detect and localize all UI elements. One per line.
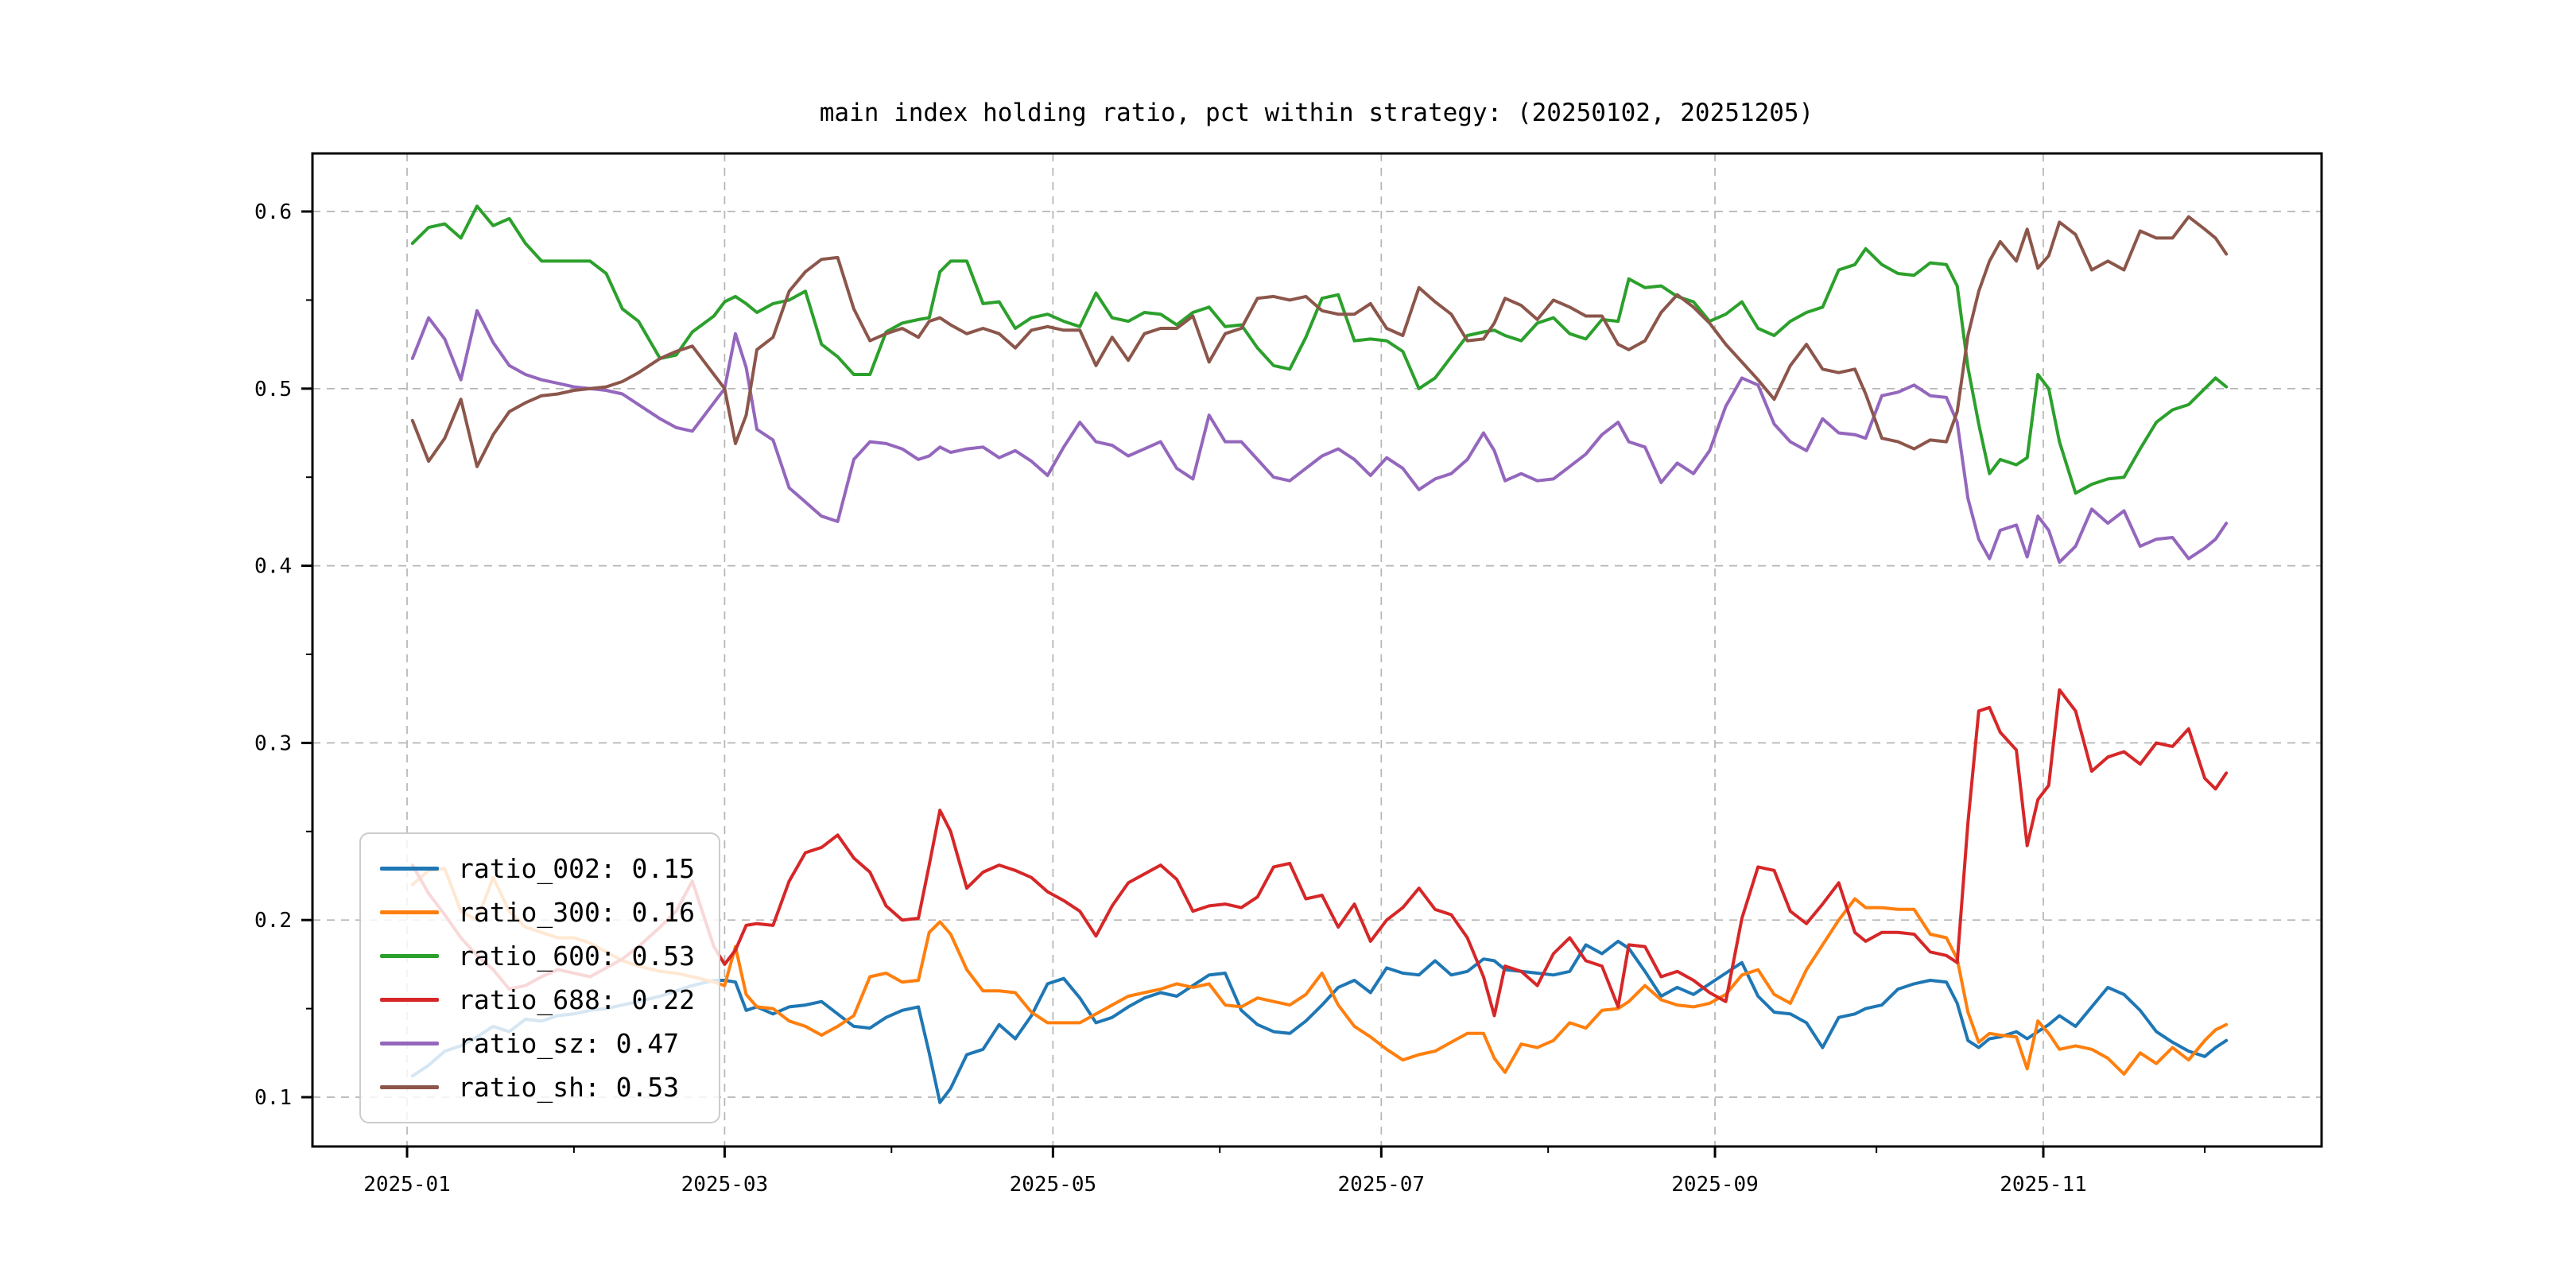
series-line-ratio_sh bbox=[410, 215, 2229, 468]
series-lines bbox=[410, 204, 2229, 1104]
series-line-ratio_600 bbox=[410, 204, 2229, 495]
x-tick-label: 2025-01 bbox=[363, 1173, 451, 1197]
series-line-ratio_sz bbox=[410, 308, 2229, 564]
legend-item-ratio_688: ratio_688: 0.22 bbox=[380, 978, 695, 1022]
x-tick-label: 2025-03 bbox=[681, 1173, 769, 1197]
series-line-ratio_688 bbox=[410, 688, 2229, 1018]
legend-swatch-ratio_300 bbox=[380, 910, 439, 914]
y-tick-label: 0.2 bbox=[254, 909, 292, 933]
legend-label-ratio_sh: ratio_sh: 0.53 bbox=[458, 1072, 680, 1103]
axes bbox=[301, 152, 2323, 1158]
y-tick-label: 0.6 bbox=[254, 200, 292, 224]
legend-label-ratio_002: ratio_002: 0.15 bbox=[458, 853, 696, 884]
legend-item-ratio_sz: ratio_sz: 0.47 bbox=[380, 1022, 695, 1065]
legend-item-ratio_300: ratio_300: 0.16 bbox=[380, 890, 695, 934]
legend-item-ratio_002: ratio_002: 0.15 bbox=[380, 847, 695, 890]
tick-labels: 2025-01 2025-03 2025-05 2025-07 2025-09 2025-… bbox=[254, 200, 2087, 1197]
legend-swatch-ratio_sh bbox=[380, 1085, 439, 1089]
legend-swatch-ratio_688 bbox=[380, 998, 439, 1002]
legend-label-ratio_300: ratio_300: 0.16 bbox=[458, 897, 696, 928]
legend-label-ratio_688: ratio_688: 0.22 bbox=[458, 984, 696, 1015]
legend-label-ratio_sz: ratio_sz: 0.47 bbox=[458, 1028, 680, 1059]
legend-item-ratio_600: ratio_600: 0.53 bbox=[380, 934, 695, 978]
x-tick-label: 2025-09 bbox=[1671, 1173, 1759, 1197]
y-tick-label: 0.4 bbox=[254, 555, 292, 579]
x-tick-label: 2025-05 bbox=[1010, 1173, 1097, 1197]
legend-item-ratio_sh: ratio_sh: 0.53 bbox=[380, 1065, 695, 1109]
legend: ratio_002: 0.15 ratio_300: 0.16 ratio_600:… bbox=[359, 832, 721, 1123]
legend-swatch-ratio_600 bbox=[380, 954, 439, 958]
y-tick-label: 0.3 bbox=[254, 731, 292, 755]
x-tick-label: 2025-07 bbox=[1338, 1173, 1426, 1197]
x-tick-label: 2025-11 bbox=[2000, 1173, 2087, 1197]
legend-swatch-ratio_002 bbox=[380, 867, 439, 871]
plot-border bbox=[311, 152, 2323, 1148]
y-tick-label: 0.5 bbox=[254, 378, 292, 402]
y-tick-label: 0.1 bbox=[254, 1086, 292, 1110]
legend-label-ratio_600: ratio_600: 0.53 bbox=[458, 941, 696, 972]
chart-title: main index holding ratio, pct within str… bbox=[820, 99, 1814, 127]
legend-swatch-ratio_sz bbox=[380, 1042, 439, 1046]
series-line-ratio_002 bbox=[410, 939, 2229, 1104]
